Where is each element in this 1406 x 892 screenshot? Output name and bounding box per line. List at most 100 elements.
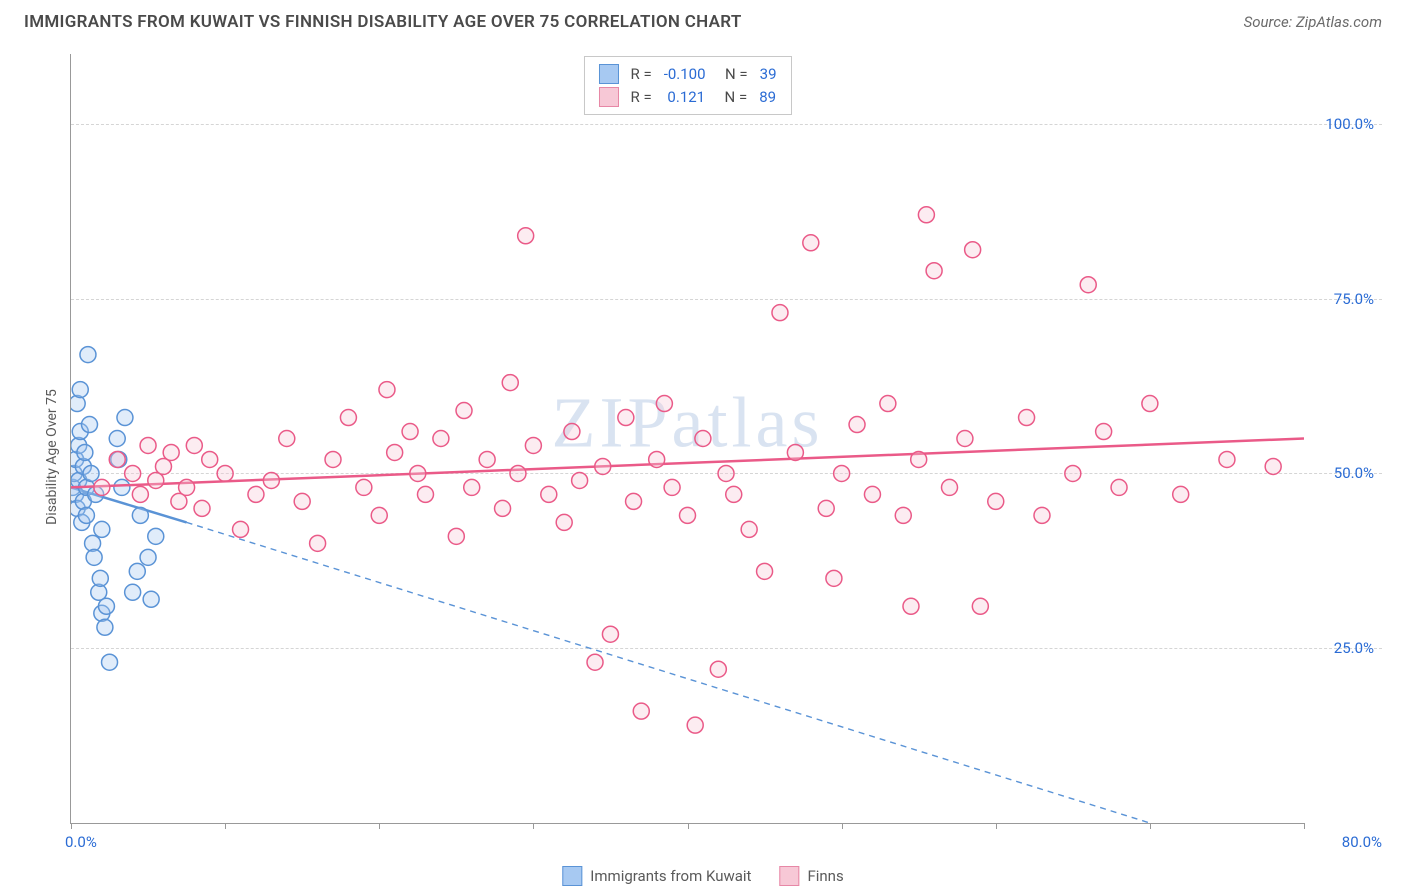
x-tick — [1150, 823, 1151, 829]
data-point — [595, 458, 611, 474]
data-point — [109, 431, 125, 447]
data-point — [965, 242, 981, 258]
data-point — [687, 717, 703, 733]
data-point — [81, 417, 97, 433]
data-point — [618, 410, 634, 426]
data-point — [356, 479, 372, 495]
data-point — [664, 479, 680, 495]
data-point — [310, 535, 326, 551]
y-tick-label: 50.0% — [1314, 464, 1374, 482]
data-point — [340, 410, 356, 426]
data-point — [294, 493, 310, 509]
data-point — [633, 703, 649, 719]
data-point — [741, 521, 757, 537]
data-point — [895, 507, 911, 523]
trend-line-extension — [187, 522, 1150, 823]
data-point — [495, 500, 511, 516]
y-axis-title: Disability Age Over 75 — [44, 389, 60, 525]
chart-source: Source: ZipAtlas.com — [1244, 13, 1382, 31]
data-point — [433, 431, 449, 447]
data-point — [1019, 410, 1035, 426]
data-point — [148, 528, 164, 544]
data-point — [880, 396, 896, 412]
legend-item-kuwait: Immigrants from Kuwait — [562, 866, 751, 886]
data-point — [371, 507, 387, 523]
data-point — [564, 424, 580, 440]
data-point — [926, 263, 942, 279]
correlation-legend: R = -0.100 N = 39 R = 0.121 N = 89 — [583, 56, 791, 115]
data-point — [1111, 479, 1127, 495]
chart-title: IMMIGRANTS FROM KUWAIT VS FINNISH DISABI… — [24, 12, 742, 32]
data-point — [102, 654, 118, 670]
data-point — [1265, 458, 1281, 474]
data-point — [179, 479, 195, 495]
data-point — [94, 479, 110, 495]
data-point — [163, 444, 179, 460]
data-point — [1034, 507, 1050, 523]
data-point — [680, 507, 696, 523]
data-point — [83, 465, 99, 481]
data-point — [903, 598, 919, 614]
data-point — [94, 521, 110, 537]
data-point — [125, 584, 141, 600]
swatch-pink — [779, 866, 799, 886]
data-point — [826, 570, 842, 586]
chart-container: Disability Age Over 75 ZIPatlas R = -0.1… — [24, 54, 1382, 844]
data-point — [132, 486, 148, 502]
x-tick — [71, 823, 72, 829]
data-point — [456, 403, 472, 419]
data-point — [710, 661, 726, 677]
swatch-blue — [562, 866, 582, 886]
plot-area: ZIPatlas R = -0.100 N = 39 R = 0.121 N =… — [70, 54, 1304, 824]
data-point — [911, 451, 927, 467]
x-tick — [688, 823, 689, 829]
swatch-blue — [598, 64, 618, 84]
data-point — [402, 424, 418, 440]
r-label: R = — [630, 63, 651, 86]
x-tick-label: 80.0% — [1342, 833, 1382, 851]
x-tick — [533, 823, 534, 829]
data-point — [918, 207, 934, 223]
data-point — [325, 451, 341, 467]
data-point — [479, 451, 495, 467]
data-point — [109, 451, 125, 467]
data-point — [80, 347, 96, 363]
data-point — [1173, 486, 1189, 502]
data-point — [803, 235, 819, 251]
x-tick — [996, 823, 997, 829]
data-point — [117, 410, 133, 426]
data-point — [849, 417, 865, 433]
data-point — [556, 514, 572, 530]
legend-label-kuwait: Immigrants from Kuwait — [590, 867, 751, 885]
data-point — [510, 465, 526, 481]
data-point — [125, 465, 141, 481]
data-point — [114, 479, 130, 495]
data-point — [972, 598, 988, 614]
y-tick-label: 100.0% — [1314, 115, 1374, 133]
x-tick — [842, 823, 843, 829]
data-point — [132, 507, 148, 523]
data-point — [194, 500, 210, 516]
data-point — [233, 521, 249, 537]
data-point — [787, 444, 803, 460]
legend-item-finns: Finns — [779, 866, 843, 886]
r-value-kuwait: -0.100 — [664, 63, 706, 86]
data-point — [217, 465, 233, 481]
data-point — [656, 396, 672, 412]
r-value-finns: 0.121 — [664, 86, 705, 109]
data-point — [572, 472, 588, 488]
data-point — [726, 486, 742, 502]
data-point — [98, 598, 114, 614]
legend-label-finns: Finns — [807, 867, 843, 885]
data-point — [818, 500, 834, 516]
data-point — [834, 465, 850, 481]
data-point — [988, 493, 1004, 509]
data-point — [92, 570, 108, 586]
data-point — [77, 444, 93, 460]
r-label: R = — [630, 86, 651, 109]
n-label: N = — [718, 63, 748, 86]
n-label: N = — [717, 86, 747, 109]
data-point — [72, 382, 88, 398]
data-point — [448, 528, 464, 544]
n-value-finns: 89 — [759, 86, 776, 109]
